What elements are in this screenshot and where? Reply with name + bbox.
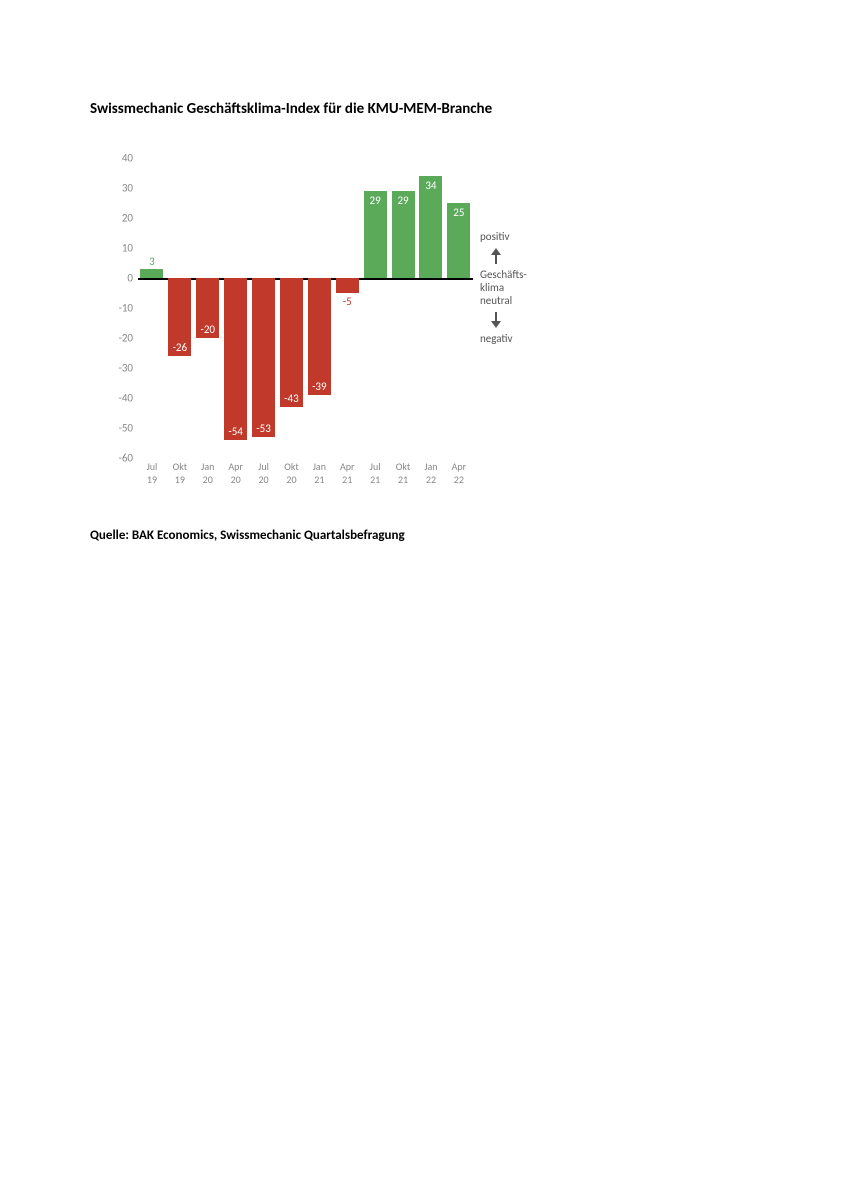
ytick-label: -10 <box>93 302 133 315</box>
bar <box>308 278 331 395</box>
bar-value-label: -5 <box>333 295 361 308</box>
bar-value-label: -54 <box>222 425 250 438</box>
ann-negative: negativ <box>480 332 513 345</box>
bar-slot: -39 <box>305 158 333 458</box>
bar-slot: 29 <box>361 158 389 458</box>
chart-source: Quelle: BAK Economics, Swissmechanic Qua… <box>90 528 759 543</box>
ytick-label: -40 <box>93 392 133 405</box>
ann-neutral: Geschäfts- klima neutral <box>480 268 527 308</box>
bar-value-label: 29 <box>361 194 389 207</box>
bar-value-label: -20 <box>194 323 222 336</box>
bar-value-label: -43 <box>278 392 306 405</box>
xtick-label: Apr20 <box>222 461 250 486</box>
ytick-label: 40 <box>93 152 133 165</box>
ytick-label: -30 <box>93 362 133 375</box>
bar-slot: -26 <box>166 158 194 458</box>
ann-positive: positiv <box>480 230 510 243</box>
xtick-label: Jan20 <box>194 461 222 486</box>
xtick-label: Okt20 <box>278 461 306 486</box>
bar-slot: -53 <box>250 158 278 458</box>
bar <box>252 278 275 437</box>
bar <box>140 269 163 278</box>
bar-slot: 29 <box>389 158 417 458</box>
ytick-label: 10 <box>93 242 133 255</box>
bar <box>336 278 359 293</box>
xtick-label: Jul19 <box>138 461 166 486</box>
xtick-label: Apr21 <box>333 461 361 486</box>
bar-slot: 3 <box>138 158 166 458</box>
arrow-down-icon <box>490 312 502 331</box>
ytick-label: -60 <box>93 452 133 465</box>
xtick-label: Okt21 <box>389 461 417 486</box>
bar-value-label: 34 <box>417 179 445 192</box>
arrow-up-icon <box>490 248 502 267</box>
xtick-label: Apr22 <box>445 461 473 486</box>
bar-slot: -43 <box>278 158 306 458</box>
bar-slot: -5 <box>333 158 361 458</box>
bar <box>224 278 247 440</box>
xtick-label: Jan21 <box>305 461 333 486</box>
bar-slot: -20 <box>194 158 222 458</box>
bar-value-label: 29 <box>389 194 417 207</box>
ytick-label: 0 <box>93 272 133 285</box>
ytick-label: -50 <box>93 422 133 435</box>
xtick-label: Jan22 <box>417 461 445 486</box>
side-annotations: positiv Geschäfts- klima neutral negativ <box>480 158 570 458</box>
xtick-label: Okt19 <box>166 461 194 486</box>
bar-slot: -54 <box>222 158 250 458</box>
bar <box>280 278 303 407</box>
bar-value-label: -53 <box>250 422 278 435</box>
index-chart: 403020100-10-20-30-40-50-603-26-20-54-53… <box>90 148 570 498</box>
bar-value-label: 3 <box>138 255 166 268</box>
ytick-label: 30 <box>93 182 133 195</box>
bar-slot: 25 <box>445 158 473 458</box>
bar-value-label: -26 <box>166 341 194 354</box>
xtick-label: Jul20 <box>250 461 278 486</box>
ytick-label: 20 <box>93 212 133 225</box>
bar-slot: 34 <box>417 158 445 458</box>
bar-value-label: 25 <box>445 206 473 219</box>
ytick-label: -20 <box>93 332 133 345</box>
chart-title: Swissmechanic Geschäftsklima-Index für d… <box>90 100 759 118</box>
xtick-label: Jul21 <box>361 461 389 486</box>
bar-value-label: -39 <box>305 380 333 393</box>
